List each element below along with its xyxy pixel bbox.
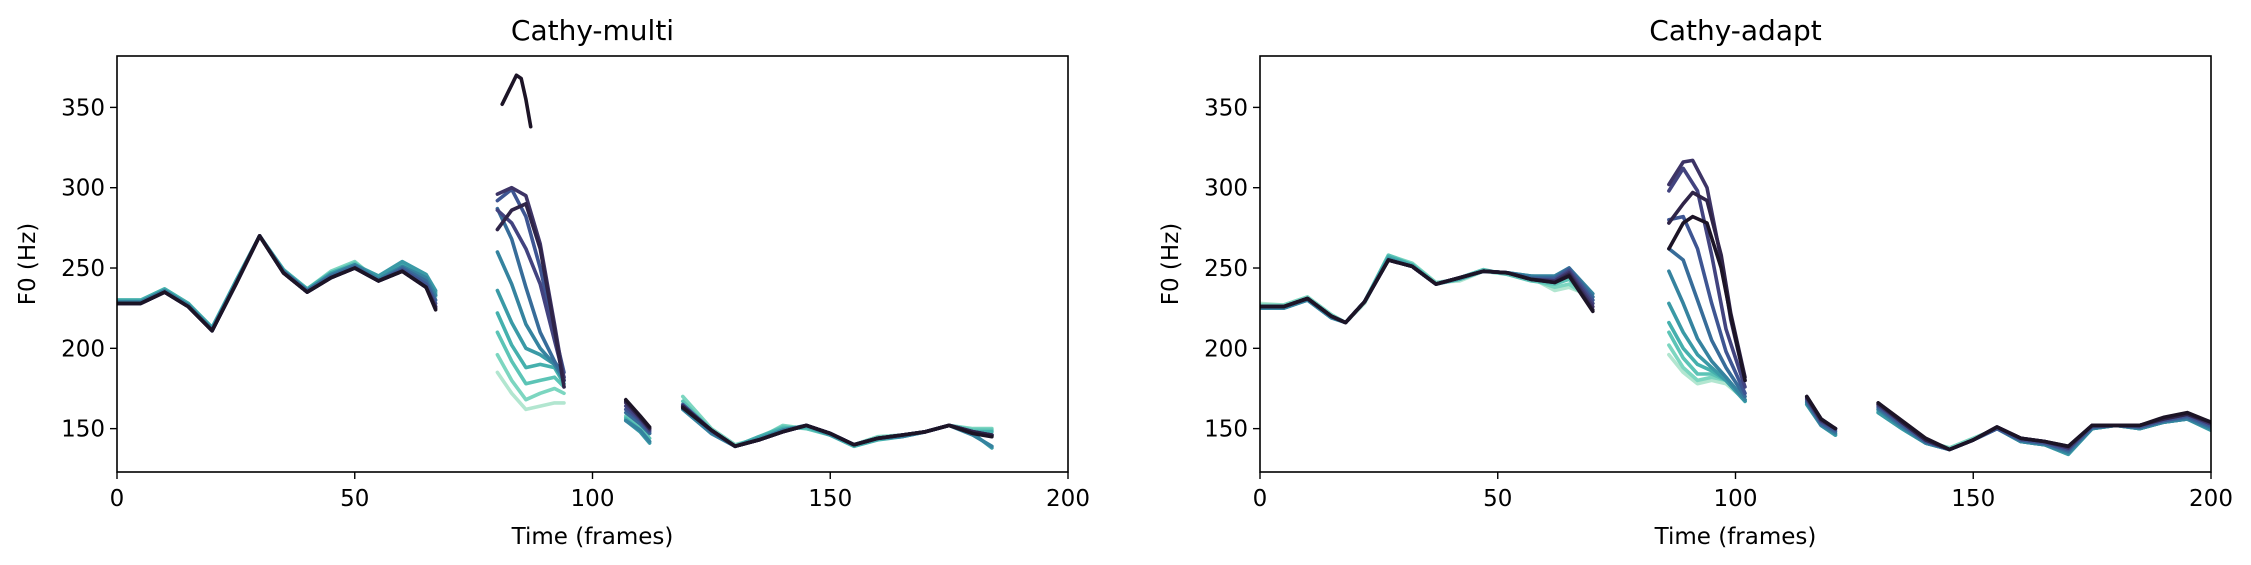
y-axis-label: F0 (Hz) <box>1158 223 1184 306</box>
x-tick-label: 50 <box>340 486 369 512</box>
series-5-segment-3-line <box>1876 407 2211 455</box>
chart-title: Cathy-multi <box>511 14 674 47</box>
series-10-segment-0-line <box>1260 258 1595 325</box>
x-tick-label: 0 <box>110 486 125 512</box>
series-2-segment-1-line <box>495 330 566 389</box>
x-tick-label: 50 <box>1483 486 1512 512</box>
y-tick-label: 300 <box>1204 176 1248 202</box>
series-10-segment-1-line <box>495 202 566 389</box>
y-tick-label: 350 <box>61 95 105 121</box>
y-tick-label: 150 <box>61 417 105 443</box>
y-tick-label: 350 <box>1204 95 1248 121</box>
x-axis-label: Time (frames) <box>511 524 674 550</box>
series-11-segment-1-line <box>500 73 533 129</box>
series-3-segment-0-line <box>1260 255 1595 325</box>
x-tick-label: 100 <box>1714 486 1758 512</box>
series-0-segment-0-line <box>1260 255 1595 325</box>
series-5-segment-0-line <box>117 234 438 331</box>
y-tick-label: 200 <box>1204 336 1248 362</box>
chart-panel-cathy-adapt: 0 50 100 150 200 150 200 250 300 350 Cathy-adapt Ti… <box>1158 14 2233 550</box>
series-11-segment-2-line <box>624 397 652 429</box>
series-8-segment-0-line <box>117 234 438 333</box>
y-tick-label: 200 <box>61 336 105 362</box>
series-group <box>117 73 994 450</box>
y-tick-label: 250 <box>61 256 105 282</box>
x-tick-label: 0 <box>1253 486 1268 512</box>
series-4-segment-0-line <box>1260 256 1595 325</box>
series-10-segment-0-line <box>117 234 438 333</box>
chart-panel-cathy-multi: 0 50 100 150 200 150 200 250 300 350 Cathy-multi Ti… <box>15 14 1090 550</box>
series-11-segment-0-line <box>117 234 438 333</box>
series-3-segment-0-line <box>117 234 438 330</box>
plot-frame <box>116 55 1069 473</box>
series-6-segment-1-line <box>1667 246 1747 399</box>
series-group <box>1260 158 2211 457</box>
series-9-segment-0-line <box>117 234 438 333</box>
y-tick-label: 300 <box>61 176 105 202</box>
series-1-segment-0-line <box>117 234 438 331</box>
x-tick-label: 150 <box>1951 486 1995 512</box>
series-11-segment-1-line <box>1667 214 1747 383</box>
series-4-segment-0-line <box>117 234 438 331</box>
series-8-segment-0-line <box>1260 258 1595 325</box>
y-tick-label: 250 <box>1204 256 1248 282</box>
series-7-segment-1-line <box>1667 214 1747 396</box>
series-0-segment-0-line <box>117 234 438 333</box>
series-11-segment-2-line <box>1805 394 1838 431</box>
series-11-segment-0-line <box>1260 258 1595 325</box>
series-2-segment-0-line <box>117 234 438 331</box>
series-1-segment-0-line <box>1260 253 1595 325</box>
x-tick-label: 150 <box>808 486 852 512</box>
series-11-segment-3-line <box>681 406 994 449</box>
series-7-segment-0-line <box>117 234 438 333</box>
series-11-segment-3-line <box>1876 401 2211 452</box>
x-tick-label: 200 <box>2189 486 2233 512</box>
series-5-segment-2-line <box>624 418 652 444</box>
x-tick-label: 100 <box>571 486 615 512</box>
y-tick-label: 150 <box>1204 417 1248 443</box>
series-7-segment-0-line <box>1260 258 1595 325</box>
series-5-segment-1-line <box>1667 269 1747 402</box>
x-tick-label: 200 <box>1046 486 1090 512</box>
series-2-segment-0-line <box>1260 253 1595 325</box>
series-4-segment-1-line <box>1667 301 1747 404</box>
series-0-segment-1-line <box>495 370 566 412</box>
series-6-segment-1-line <box>495 206 566 379</box>
x-axis-label: Time (frames) <box>1654 524 1817 550</box>
chart-title: Cathy-adapt <box>1649 14 1821 47</box>
series-6-segment-0-line <box>1260 258 1595 325</box>
y-axis-label: F0 (Hz) <box>15 223 41 306</box>
series-5-segment-0-line <box>1260 258 1595 325</box>
series-9-segment-0-line <box>1260 258 1595 325</box>
series-1-segment-1-line <box>495 352 566 402</box>
series-6-segment-0-line <box>117 234 438 333</box>
